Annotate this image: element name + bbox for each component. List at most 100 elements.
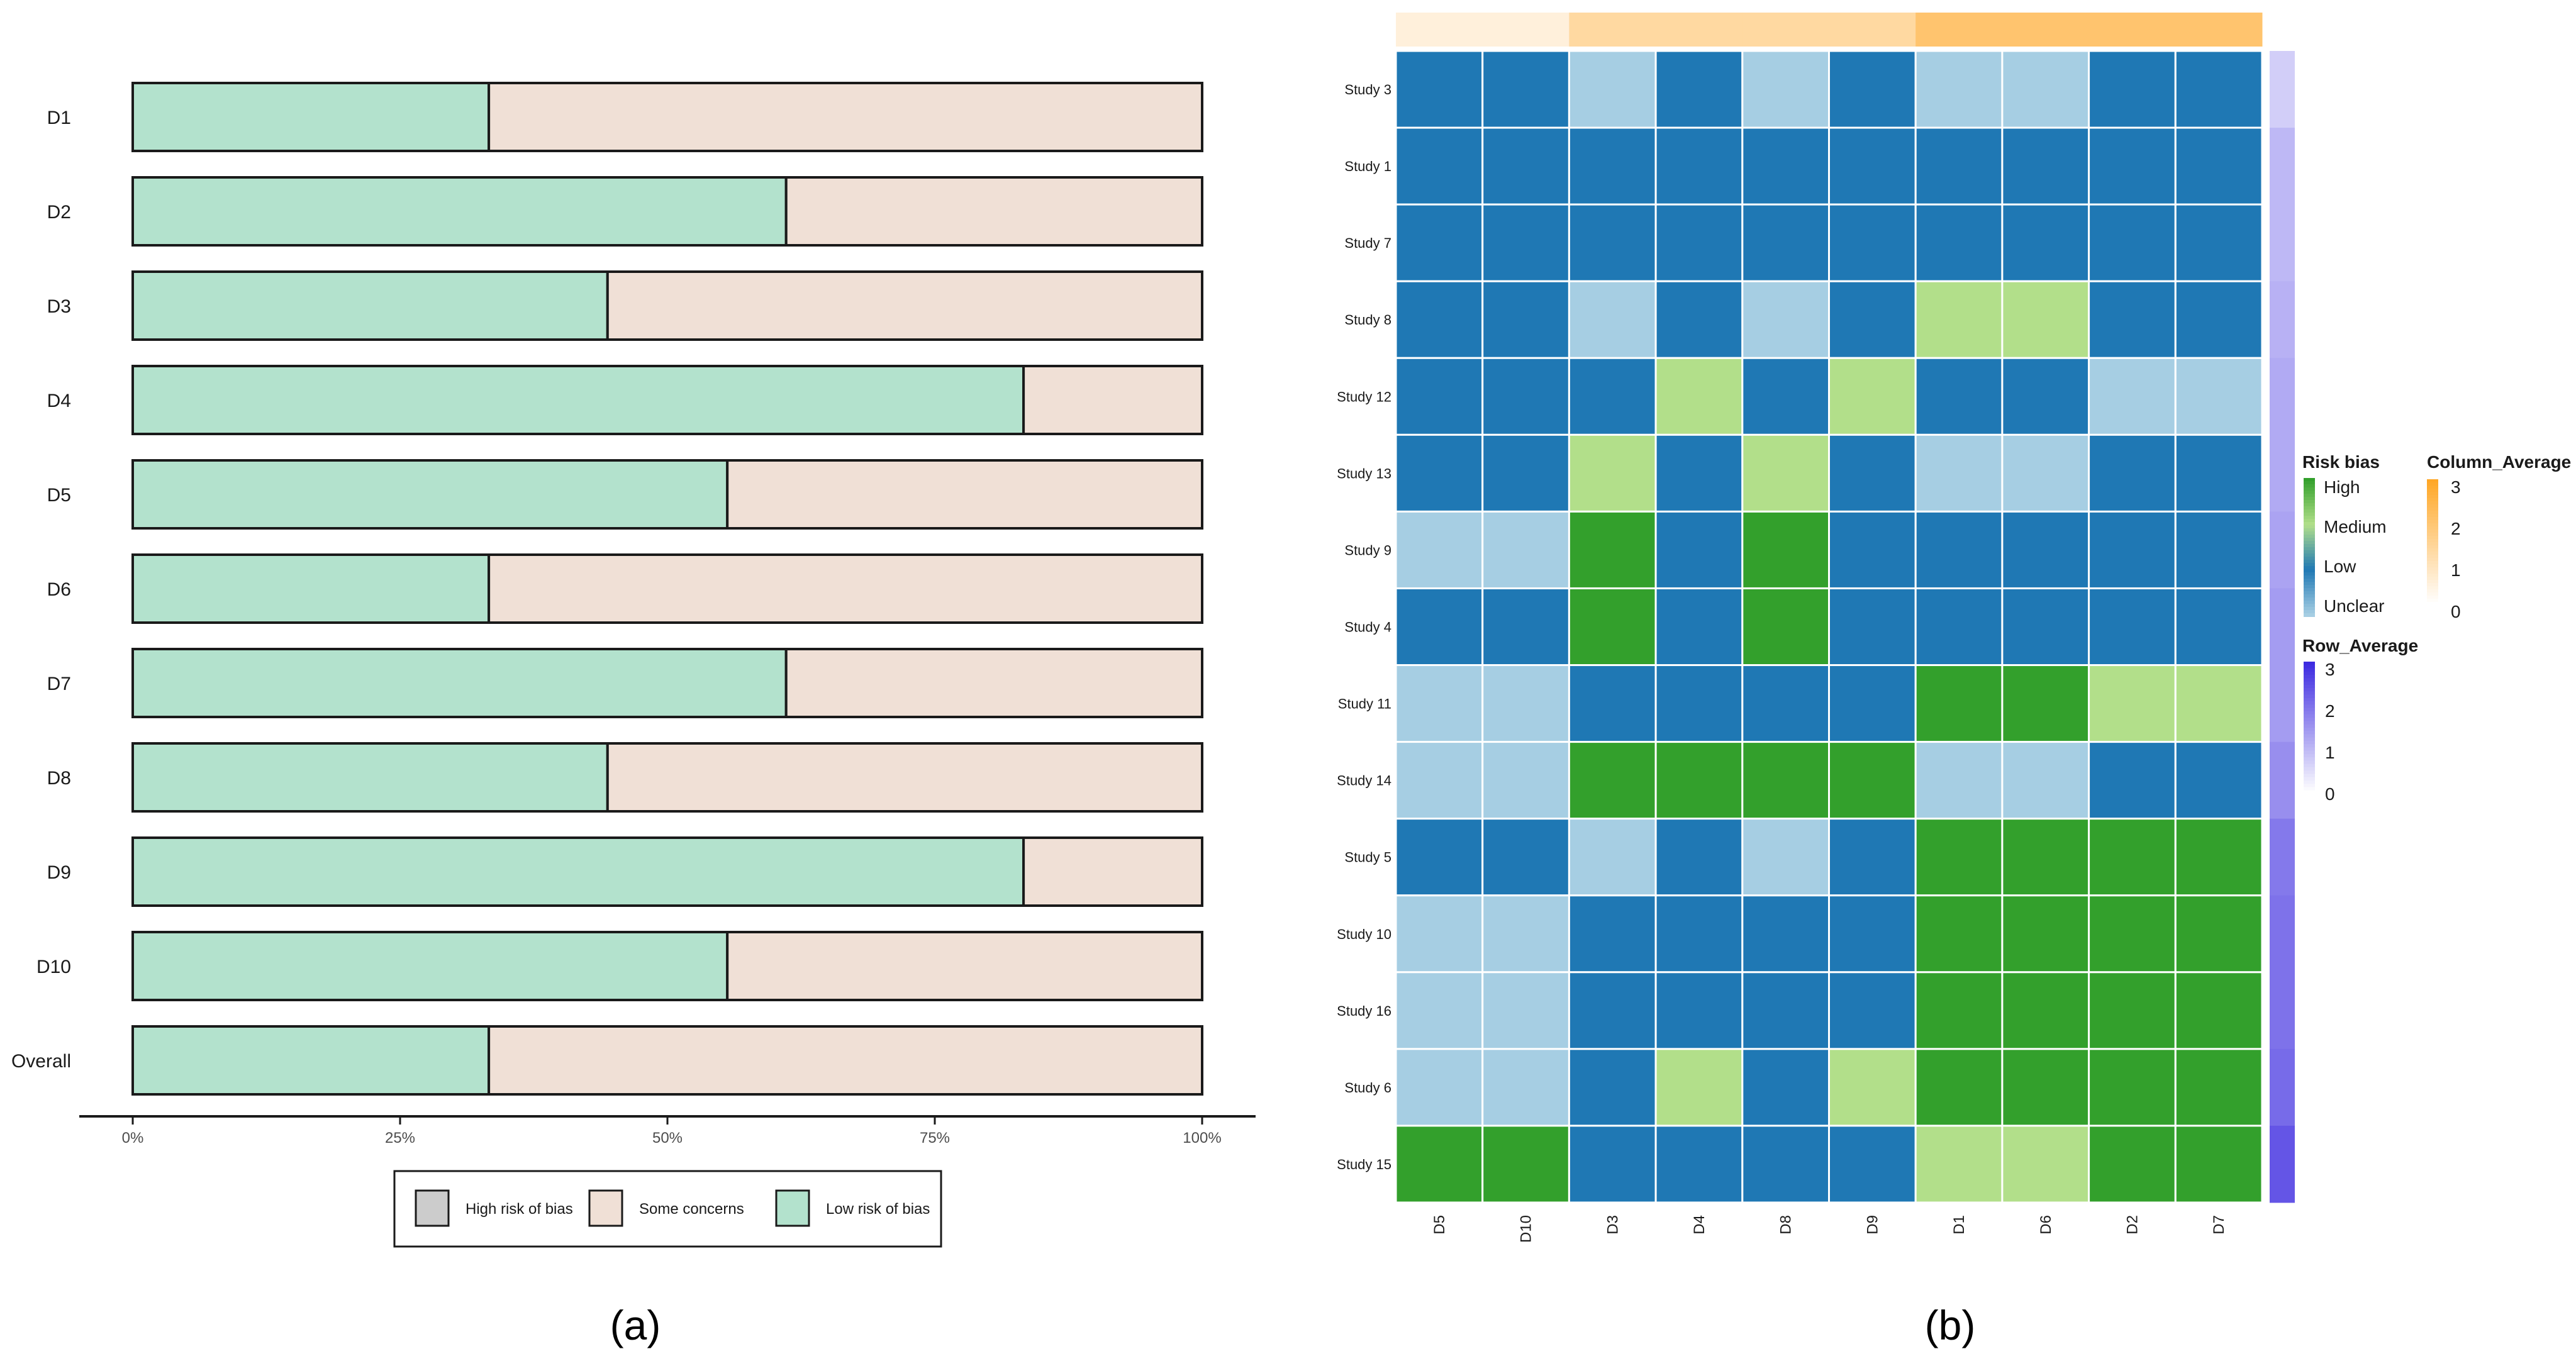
legend-gradient-step xyxy=(2304,563,2315,567)
legend-gradient-step xyxy=(2304,694,2315,699)
heatmap-cell xyxy=(2088,50,2177,129)
legend-gradient-step xyxy=(2304,790,2315,794)
legend-key xyxy=(588,1189,623,1227)
heatmap-cell xyxy=(1828,1125,1917,1204)
column-average-cell xyxy=(1915,13,2003,47)
heatmap-cell xyxy=(1481,1048,1570,1127)
legend-tick-label: 0 xyxy=(2325,784,2335,804)
heatmap-cell xyxy=(2088,971,2177,1050)
column-label: D1 xyxy=(1951,1215,1968,1235)
row-average-cell xyxy=(2270,358,2295,435)
heatmap-cell xyxy=(1654,433,1744,513)
heatmap-cell xyxy=(1395,280,1484,359)
column-label: D9 xyxy=(1864,1215,1881,1235)
heatmap-cell xyxy=(1828,280,1917,359)
heatmap-cell xyxy=(1828,894,1917,974)
heatmap-cell xyxy=(1654,280,1744,359)
legend-gradient-step xyxy=(2427,564,2438,568)
heatmap-cell xyxy=(1395,971,1484,1050)
legend-label: Some concerns xyxy=(639,1201,744,1218)
heatmap-cell xyxy=(2174,741,2263,820)
column-label: D8 xyxy=(1778,1215,1795,1235)
heatmap-cell xyxy=(1741,203,1831,282)
bar-d2-low-risk-of-bias xyxy=(131,176,788,247)
legend-gradient-step xyxy=(2304,757,2315,762)
legend-gradient-step xyxy=(2304,777,2315,781)
legend-gradient-step xyxy=(2304,744,2315,748)
legend-gradient-step xyxy=(2427,498,2438,502)
heatmap-cell xyxy=(1914,1125,2004,1204)
legend-gradient-step xyxy=(2427,526,2438,530)
heatmap-cell xyxy=(1914,280,2004,359)
bar-d3-low-risk-of-bias xyxy=(131,270,609,341)
heatmap-cell xyxy=(2001,741,2090,820)
legend-title: Column_Average xyxy=(2427,452,2571,472)
legend-gradient-step xyxy=(2304,708,2315,712)
heatmap-cell xyxy=(2174,510,2263,589)
heatmap-cell xyxy=(2088,510,2177,589)
legend-gradient-step xyxy=(2427,577,2438,581)
x-tick-label: 50% xyxy=(652,1130,683,1147)
bar-d9-some-concerns xyxy=(1022,836,1203,907)
column-label: D10 xyxy=(1518,1215,1535,1243)
legend-gradient-step xyxy=(2304,724,2315,728)
heatmap-cell xyxy=(1568,664,1657,743)
row-label: Study 1 xyxy=(1344,158,1391,174)
heatmap-cell xyxy=(1914,357,2004,436)
heatmap-cell xyxy=(2174,50,2263,129)
heatmap-cell xyxy=(1568,894,1657,974)
bar-overall-low-risk-of-bias xyxy=(131,1025,491,1096)
column-average-cell xyxy=(2088,13,2176,47)
heatmap-cell xyxy=(1654,203,1744,282)
heatmap-cell xyxy=(1914,1048,2004,1127)
heatmap-cell xyxy=(2001,587,2090,667)
y-tick-label: D3 xyxy=(47,296,71,317)
column-average-cell xyxy=(1482,13,1570,47)
heatmap-cell xyxy=(2088,1048,2177,1127)
heatmap-cell xyxy=(1481,126,1570,206)
heatmap-cell xyxy=(1654,1125,1744,1204)
heatmap-cell xyxy=(2174,357,2263,436)
legend-gradient-step xyxy=(2304,582,2315,586)
bar-d1-some-concerns xyxy=(488,82,1203,152)
heatmap-cell xyxy=(1828,357,1917,436)
heatmap-cell xyxy=(2001,280,2090,359)
legend-gradient-step xyxy=(2304,560,2315,564)
heatmap-cell xyxy=(1914,664,2004,743)
legend-gradient-step xyxy=(2304,711,2315,715)
legend-gradient-step xyxy=(2427,482,2438,486)
row-label: Study 10 xyxy=(1337,926,1391,942)
legend-gradient-step xyxy=(2427,555,2438,558)
heatmap-cell xyxy=(1481,433,1570,513)
legend-gradient-step xyxy=(2427,479,2438,483)
heatmap-cell xyxy=(1741,50,1831,129)
heatmap-cell xyxy=(1568,126,1657,206)
heatmap-cell xyxy=(1481,203,1570,282)
legend-gradient-step xyxy=(2427,602,2438,606)
heatmap-cell xyxy=(1914,50,2004,129)
bar-d6-low-risk-of-bias xyxy=(131,553,491,624)
panel-a-bar-chart: D1 D2 D3 D4 D5 D6 D7 D8 D9 D10 Overall 0% 25% 50% 75% 1… xyxy=(11,82,1256,1348)
column-average-cell xyxy=(1396,13,1483,47)
heatmap-cell xyxy=(1828,433,1917,513)
legend-gradient-step xyxy=(2304,754,2315,758)
heatmap-cell xyxy=(1395,741,1484,820)
bar-d10-some-concerns xyxy=(726,931,1203,1001)
row-average-cell xyxy=(2270,588,2295,666)
legend-gradient-step xyxy=(2304,764,2315,768)
legend-gradient-step xyxy=(2427,536,2438,540)
legend-gradient-step xyxy=(2304,688,2315,692)
heatmap-cell xyxy=(1914,126,2004,206)
heatmap-cell xyxy=(2001,664,2090,743)
legend-gradient-step xyxy=(2427,523,2438,527)
row-label: Study 13 xyxy=(1337,465,1391,481)
heatmap-cell xyxy=(2088,357,2177,436)
legend-gradient-step xyxy=(2304,662,2315,666)
legend-gradient-step xyxy=(2304,737,2315,742)
legend-column-average: Column_Average 3 2 1 0 xyxy=(2427,452,2571,621)
heatmap-cell xyxy=(1568,433,1657,513)
heatmap-cell xyxy=(1395,433,1484,513)
legend-key xyxy=(775,1189,810,1227)
legend-gradient-step xyxy=(2304,506,2315,510)
heatmap-cell xyxy=(1481,280,1570,359)
